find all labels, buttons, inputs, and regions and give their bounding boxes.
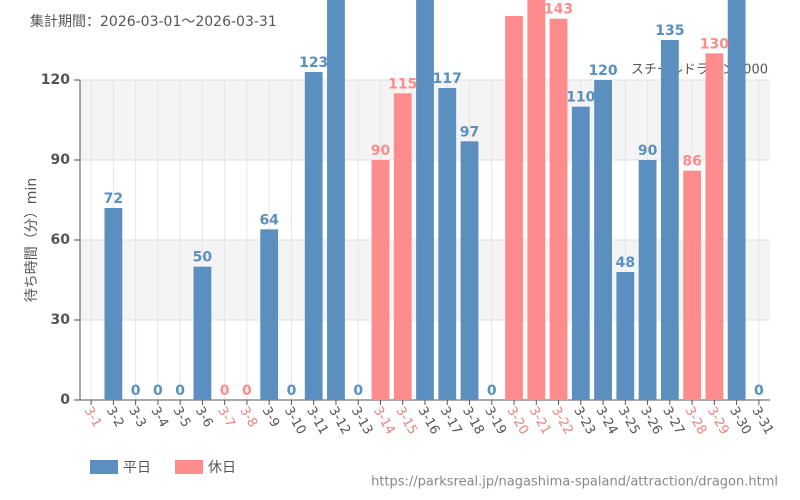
value-label: 90: [638, 143, 658, 159]
x-tick-label: 3-30: [726, 404, 754, 437]
value-label: 143: [544, 2, 573, 18]
x-tick-label: 3-18: [459, 404, 487, 437]
bar: [304, 72, 323, 400]
bar: [594, 80, 612, 400]
value-label: 0: [153, 383, 163, 399]
x-tick-label: 3-16: [415, 404, 443, 437]
bar: [616, 272, 635, 400]
value-label: 117: [433, 71, 462, 87]
bar: [571, 106, 590, 401]
x-tick-label: 3-23: [570, 404, 598, 437]
x-tick-label: 3-19: [481, 404, 509, 437]
bar: [438, 88, 457, 400]
y-tick-label: 60: [51, 232, 71, 248]
x-tick-label: 3-14: [370, 404, 398, 437]
bar: [371, 160, 390, 400]
value-label: 115: [388, 76, 417, 92]
x-tick-label: 3-25: [615, 404, 643, 437]
value-label: 0: [242, 383, 252, 399]
value-label: 135: [655, 23, 684, 39]
legend-swatch: [90, 460, 118, 474]
bar: [460, 141, 479, 401]
bar: [683, 170, 701, 400]
bar: [705, 53, 724, 400]
annotation: スチールドラゴン2000: [631, 62, 768, 78]
y-tick-label: 120: [41, 72, 70, 88]
value-label: 120: [588, 63, 617, 79]
value-label: 0: [175, 383, 185, 399]
x-tick-label: 3-6: [192, 404, 216, 430]
x-tick-label: 3-5: [170, 404, 194, 430]
value-label: 0: [487, 383, 497, 399]
value-label: 86: [682, 154, 701, 170]
value-label: 50: [193, 250, 213, 266]
x-tick-label: 3-9: [259, 404, 283, 430]
source-url: https://parksreal.jp/nagashima-spaland/a…: [371, 475, 778, 490]
bar: [505, 16, 523, 400]
value-label: 72: [104, 191, 123, 207]
value-label: 130: [700, 36, 729, 52]
legend-label: 休日: [208, 460, 236, 476]
x-tick-label: 3-31: [748, 404, 776, 437]
bar: [193, 266, 212, 400]
bar: [527, 0, 546, 400]
value-label: 97: [460, 124, 479, 140]
x-tick-label: 3-22: [548, 404, 576, 437]
bar: [727, 0, 746, 400]
bar: [416, 0, 434, 400]
x-tick-label: 3-21: [526, 404, 554, 437]
x-tick-label: 3-1: [81, 404, 105, 430]
x-tick-label: 3-11: [303, 404, 331, 437]
value-label: 0: [131, 383, 141, 399]
y-axis-label: 待ち時間（分）min: [24, 178, 40, 302]
bar: [393, 93, 412, 400]
legend-label: 平日: [123, 460, 151, 476]
x-tick-label: 3-26: [637, 404, 665, 437]
x-tick-label: 3-24: [593, 404, 621, 437]
value-label: 123: [299, 55, 328, 71]
bar: [260, 229, 279, 400]
y-tick-label: 90: [51, 152, 71, 168]
y-tick-label: 0: [60, 392, 70, 408]
x-tick-label: 3-12: [325, 404, 353, 437]
bar: [660, 40, 679, 400]
x-tick-label: 3-8: [236, 404, 260, 430]
y-tick-label: 30: [51, 312, 71, 328]
value-label: 90: [371, 143, 391, 159]
value-label: 64: [259, 212, 279, 228]
bar: [549, 18, 568, 401]
x-tick-label: 3-17: [437, 404, 465, 437]
value-label: 0: [220, 383, 230, 399]
value-label: 0: [287, 383, 297, 399]
bar: [638, 160, 657, 400]
value-label: 48: [616, 255, 635, 271]
x-tick-label: 3-15: [392, 404, 420, 437]
x-tick-label: 3-20: [504, 404, 532, 437]
bar: [104, 208, 123, 400]
x-tick-label: 3-27: [659, 404, 687, 437]
x-tick-label: 3-2: [103, 404, 127, 430]
x-tick-label: 3-4: [147, 404, 171, 430]
x-tick-label: 3-13: [348, 404, 376, 437]
bar: [327, 0, 345, 400]
value-label: 0: [353, 383, 363, 399]
value-label: 110: [566, 90, 595, 106]
chart-title: 集計期間：2026-03-01～2026-03-31: [30, 13, 277, 30]
x-tick-label: 3-10: [281, 404, 309, 437]
legend-swatch: [175, 460, 203, 474]
x-tick-label: 3-7: [214, 404, 238, 430]
x-tick-label: 3-29: [704, 404, 732, 437]
x-tick-label: 3-28: [682, 404, 710, 437]
x-tick-label: 3-3: [125, 404, 149, 430]
value-label: 0: [754, 383, 764, 399]
